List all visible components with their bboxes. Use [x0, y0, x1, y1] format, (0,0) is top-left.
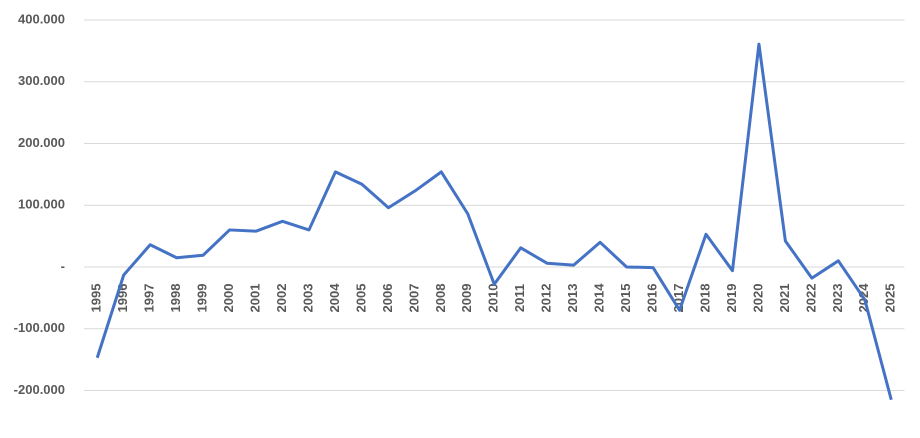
y-tick-label: - [61, 258, 65, 273]
y-tick-label: 100.000 [18, 197, 65, 212]
x-tick-label: 2025 [883, 284, 898, 313]
x-tick-label: 2012 [539, 284, 554, 313]
x-tick-label: 2013 [565, 284, 580, 313]
y-tick-label: 400.000 [18, 11, 65, 26]
x-tick-label: 1997 [142, 284, 157, 313]
x-tick-label: 2019 [724, 284, 739, 313]
x-tick-label: 2020 [750, 284, 765, 313]
x-tick-label: 2010 [486, 284, 501, 313]
y-tick-label: -200.000 [14, 382, 65, 397]
x-tick-label: 2014 [592, 283, 607, 313]
x-tick-label: 2018 [697, 284, 712, 313]
x-tick-label: 2021 [777, 284, 792, 313]
x-tick-label: 2000 [221, 284, 236, 313]
x-tick-label: 2004 [327, 283, 342, 313]
line-series [95, 42, 893, 401]
x-tick-label: 2003 [300, 284, 315, 313]
x-tick-label: 2009 [459, 284, 474, 313]
y-tick-label: 200.000 [18, 135, 65, 150]
x-tick-label: 2015 [618, 284, 633, 313]
x-tick-label: 1998 [168, 284, 183, 313]
x-tick-label: 1999 [195, 284, 210, 313]
x-tick-label: 2023 [830, 284, 845, 313]
x-tick-label: 2006 [380, 284, 395, 313]
x-tick-label: 1995 [89, 284, 104, 313]
y-tick-label: -100.000 [14, 320, 65, 335]
x-tick-label: 2008 [433, 284, 448, 313]
y-tick-label: 300.000 [18, 73, 65, 88]
x-tick-label: 2016 [644, 284, 659, 313]
x-tick-label: 2022 [803, 284, 818, 313]
x-tick-label: 2002 [274, 284, 289, 313]
x-tick-label: 2011 [512, 284, 527, 312]
x-tick-label: 2007 [406, 284, 421, 313]
x-tick-label: 2005 [353, 284, 368, 313]
x-tick-label: 2001 [247, 284, 262, 313]
